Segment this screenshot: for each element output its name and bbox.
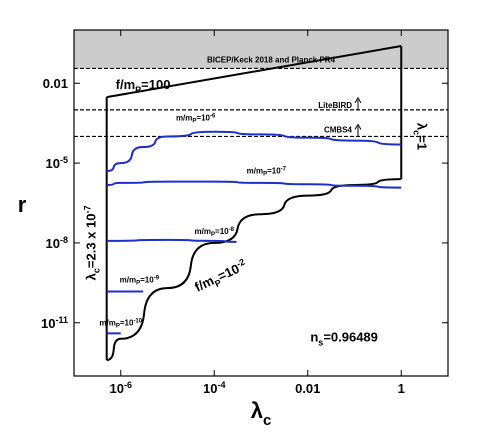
x-axis-label: λc bbox=[251, 398, 272, 429]
bound-arrowhead-cmbs4 bbox=[354, 123, 362, 130]
series-label-m-m-p-10-8: m/mP=10-8 bbox=[195, 227, 235, 238]
series-line-m-m-p-10-8 bbox=[106, 238, 237, 243]
excluded-region-label: BICEP/Keck 2018 and Planck PR4 bbox=[207, 55, 336, 64]
ns-annotation: ns=0.96489 bbox=[310, 329, 378, 347]
y-axis-label: r bbox=[18, 192, 27, 217]
series-label-c-2-3-x-10-7: λc=2.3 x 10-7 bbox=[83, 206, 102, 281]
plot-frame bbox=[73, 29, 449, 377]
y-tick-label: 10-5 bbox=[46, 155, 68, 171]
y-tick-label: 0.01 bbox=[43, 76, 68, 91]
x-tick-label: 0.01 bbox=[295, 381, 320, 396]
x-tick-label: 1 bbox=[398, 381, 405, 396]
series-label-m-m-p-10-6: m/mP=10-6 bbox=[176, 113, 216, 124]
bound-label-litebird: LiteBIRD bbox=[318, 101, 352, 110]
series-line-f-m-p-100 bbox=[106, 45, 402, 99]
x-tick-label: 10-6 bbox=[110, 380, 132, 396]
series-label-c-1: λc=1 bbox=[411, 123, 429, 150]
x-tick-label: 10-4 bbox=[203, 380, 225, 396]
bound-arrowhead-litebird bbox=[354, 96, 362, 104]
y-tick-label: 10-11 bbox=[41, 315, 68, 331]
y-tick-label: 10-8 bbox=[46, 235, 68, 251]
series-label-f-m-p-10-2: f/mP=10-2 bbox=[192, 257, 250, 298]
bound-label-cmbs4: CMBS4 bbox=[324, 125, 353, 134]
series-label-m-m-p-10-9: m/mP=10-9 bbox=[120, 276, 160, 287]
series-label-m-m-p-10-10: m/mP=10-10 bbox=[99, 318, 142, 329]
series-line-m-m-p-10-6 bbox=[106, 130, 402, 173]
series-label-m-m-p-10-7: m/mP=10-7 bbox=[247, 167, 287, 178]
series-line-m-m-p-10-7 bbox=[106, 180, 402, 189]
series-label-f-m-p-100: f/mP=100 bbox=[116, 77, 171, 95]
